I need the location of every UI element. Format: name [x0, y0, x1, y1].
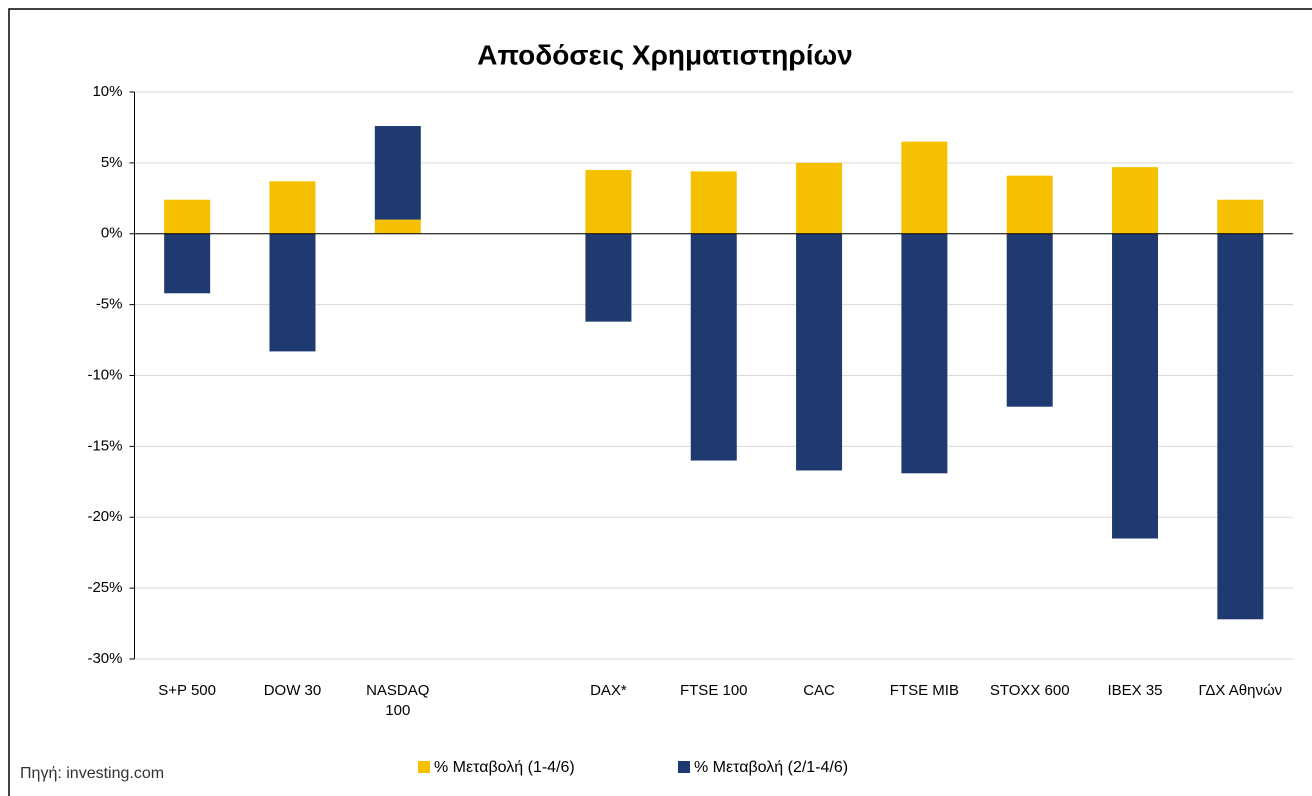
bar	[796, 233, 843, 471]
legend-label: % Μεταβολή (2/1-4/6)	[694, 759, 848, 776]
bar	[1112, 167, 1159, 234]
y-tick-label: -25%	[87, 579, 122, 596]
x-tick-label: IBEX 35	[1107, 682, 1163, 699]
y-tick-label: -15%	[87, 437, 122, 454]
source: Πηγή: investing.com	[20, 765, 164, 782]
bar	[901, 233, 948, 474]
bar	[796, 162, 843, 234]
bar	[164, 233, 211, 294]
x-tick-label: ΓΔΧ Αθηνών	[1198, 682, 1283, 699]
bar	[269, 233, 316, 352]
x-tick-label: STOXX 600	[989, 682, 1070, 699]
bar	[690, 233, 737, 461]
bar	[1217, 233, 1264, 620]
bar	[1006, 233, 1053, 407]
bar	[690, 171, 737, 234]
bar	[374, 219, 421, 234]
bar	[901, 141, 948, 234]
legend-swatch	[418, 761, 430, 773]
x-tick-label: NASDAQ 100	[366, 682, 430, 719]
bar	[1006, 175, 1053, 234]
x-tick-label: S+P 500	[158, 682, 216, 699]
chart-border	[8, 8, 1312, 796]
bar	[374, 126, 421, 220]
legend-label: % Μεταβολή (1-4/6)	[434, 759, 575, 776]
y-tick-label: 10%	[92, 83, 122, 100]
x-tick-label: FTSE 100	[679, 682, 748, 699]
y-tick-label: -5%	[96, 296, 123, 313]
x-tick-label: DOW 30	[263, 682, 322, 699]
y-tick-label: -10%	[87, 366, 122, 383]
bar	[585, 169, 632, 234]
bar	[1217, 199, 1264, 234]
x-tick-label: CAC	[803, 682, 835, 699]
legend-swatch	[678, 761, 690, 773]
x-tick-label: DAX*	[590, 682, 627, 699]
bar	[1112, 233, 1159, 539]
bar	[269, 181, 316, 234]
bar	[164, 199, 211, 234]
chart-title: Αποδόσεις Χρηματιστηρίων	[477, 39, 852, 70]
y-tick-label: 5%	[101, 154, 123, 171]
bar	[585, 233, 632, 322]
y-tick-label: -30%	[87, 650, 122, 667]
x-tick-label: FTSE MIB	[889, 682, 959, 699]
y-tick-label: -20%	[87, 508, 122, 525]
y-tick-label: 0%	[101, 225, 123, 242]
